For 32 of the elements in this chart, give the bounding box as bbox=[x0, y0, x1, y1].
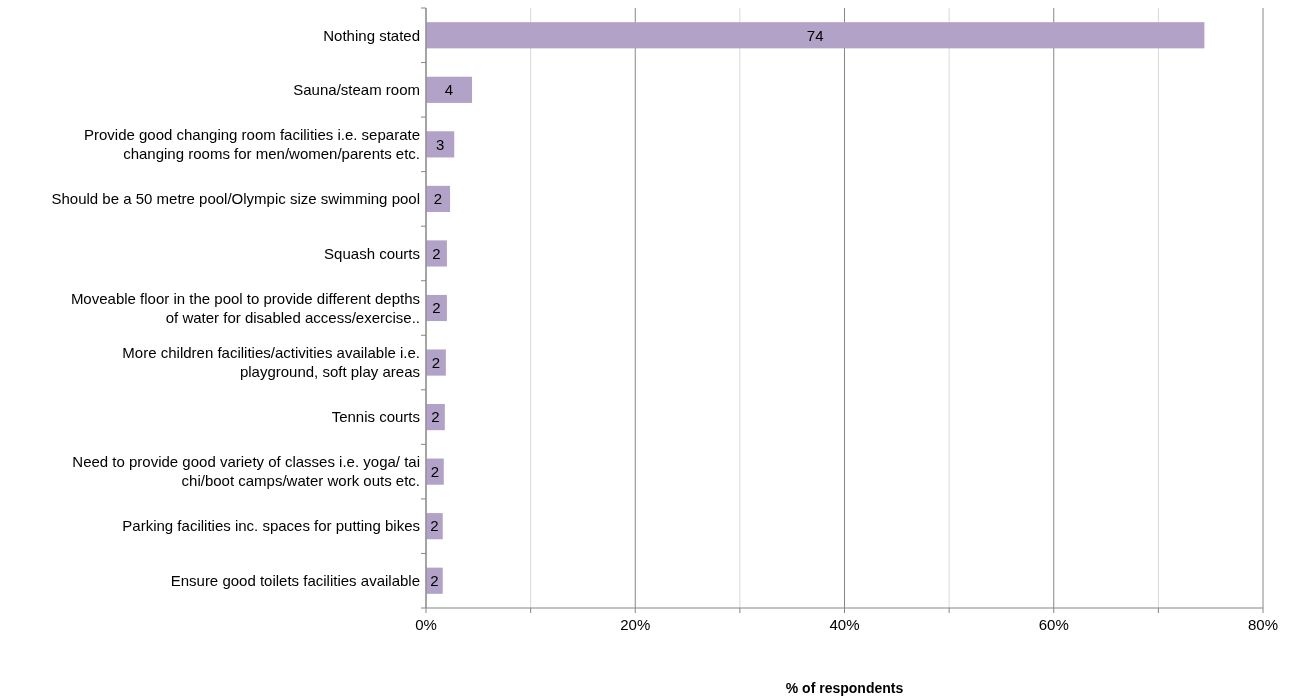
y-tick-label: Nothing stated bbox=[323, 26, 420, 44]
x-tick-label: 60% bbox=[1038, 616, 1069, 633]
y-tick-label: Sauna/steam room bbox=[293, 81, 420, 99]
y-tick-label: Tennis courts bbox=[331, 408, 420, 426]
data-label: 2 bbox=[431, 408, 440, 426]
y-tick-label: Need to provide good variety of classes i.e. yoga/ tai chi/boot camps/water work outs etc. bbox=[72, 453, 420, 490]
bar bbox=[426, 22, 1205, 49]
x-tick-label: 40% bbox=[829, 616, 860, 633]
data-label: 3 bbox=[435, 135, 445, 153]
y-tick-label: Moveable floor in the pool to provide different depths of water for disabled access/exercise.. bbox=[70, 289, 420, 326]
y-tick-label: More children facilities/activities available i.e. playground, soft play areas bbox=[122, 344, 420, 381]
data-label: 2 bbox=[430, 462, 440, 480]
x-tick-label: 0% bbox=[415, 616, 437, 633]
y-tick-label: Parking facilities inc. spaces for putting bikes bbox=[122, 517, 420, 535]
x-tick-label: 80% bbox=[1247, 616, 1279, 633]
y-tick-label: Ensure good toilets facilities available bbox=[170, 571, 420, 589]
data-label: 2 bbox=[433, 190, 443, 208]
y-tick-label: Provide good changing room facilities i.e. separate changing rooms for men/women/parents etc. bbox=[83, 126, 420, 163]
y-tick-label: Squash courts bbox=[324, 244, 420, 262]
data-label: 74 bbox=[806, 26, 824, 44]
data-label: 2 bbox=[432, 244, 441, 262]
bar bbox=[426, 240, 447, 267]
x-tick-label: 20% bbox=[620, 616, 651, 633]
y-tick-label: Should be a 50 metre pool/Olympic size swimming pool bbox=[51, 190, 420, 208]
x-axis-title: % of respondents bbox=[785, 680, 904, 696]
data-label: 2 bbox=[430, 571, 439, 589]
bar bbox=[426, 349, 446, 376]
data-label: 2 bbox=[431, 353, 441, 371]
data-label: 4 bbox=[444, 81, 454, 99]
data-label: 2 bbox=[430, 517, 439, 535]
bar bbox=[426, 76, 473, 103]
data-label: 2 bbox=[432, 299, 441, 317]
